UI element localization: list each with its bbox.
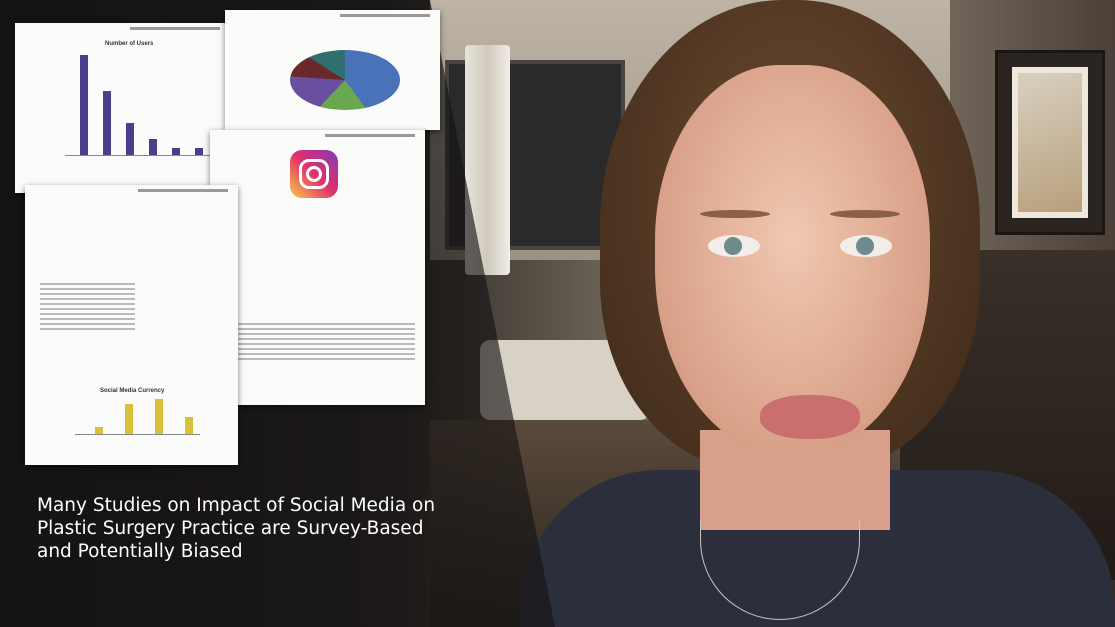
users-bar-chart — [65, 53, 213, 156]
paper-pie-chart — [225, 10, 440, 130]
caption-line: Many Studies on Impact of Social Media o… — [37, 495, 436, 516]
paper-instagram — [210, 130, 425, 405]
video-caption: Many Studies on Impact of Social Media o… — [37, 494, 517, 563]
wall-painting — [995, 50, 1105, 235]
chart-title: Number of Users — [105, 41, 154, 47]
chart-title: Social Media Currency — [100, 388, 165, 394]
paper-charts-text: Social Media Currency — [25, 185, 238, 465]
caption-line: and Potentially Biased — [37, 541, 243, 562]
caption-line: Plastic Surgery Practice are Survey-Base… — [37, 518, 424, 539]
instagram-logo-icon — [290, 150, 338, 198]
pie-chart — [290, 50, 400, 110]
currency-bar-chart — [75, 397, 200, 435]
paper-number-of-users: Number of Users — [15, 23, 230, 193]
